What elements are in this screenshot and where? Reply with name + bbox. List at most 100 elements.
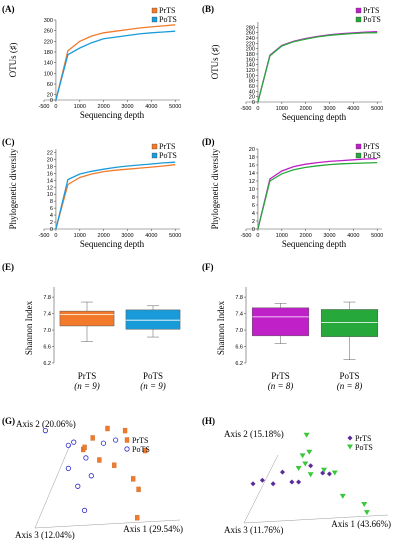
- axis1-label: Axis 1 (43.66%): [331, 519, 391, 529]
- y-tick-label: 20: [249, 147, 255, 153]
- group-n-label: (n = 9): [74, 381, 100, 391]
- point-pots: [113, 437, 119, 443]
- x-axis-label: Sequencing depth: [80, 110, 145, 120]
- axis2-line: [243, 454, 279, 524]
- legend-label-pots: PoTS: [159, 15, 177, 24]
- y-tick-label: 180: [246, 52, 255, 58]
- y-tick-label: 20: [47, 93, 53, 99]
- x-tick-label: 4000: [145, 104, 157, 110]
- panel-label: (E): [2, 262, 14, 272]
- point-pots: [65, 442, 71, 448]
- legend-label-prts: PrTS: [363, 6, 379, 15]
- panel-label: (H): [202, 416, 215, 426]
- point-pots: [81, 507, 88, 513]
- y-axis-label: OTUs (♯): [210, 45, 220, 80]
- series-line-pots: [257, 161, 378, 230]
- y-tick-label: 200: [246, 47, 255, 53]
- point-pots: [339, 493, 346, 499]
- x-tick-label: 5000: [169, 233, 181, 239]
- x-tick-label: 1000: [74, 104, 86, 110]
- point-pots: [100, 440, 107, 446]
- legend-label-prts: PrTS: [355, 434, 371, 443]
- y-tick-label: 100: [246, 73, 255, 79]
- legend-swatch-prts: [151, 7, 158, 14]
- y-tick-label: 8: [50, 199, 53, 205]
- y-tick-label: 160: [246, 57, 255, 63]
- point-prts: [289, 479, 295, 485]
- point-prts: [250, 481, 256, 487]
- axis2-line: [34, 444, 71, 529]
- point-prts: [135, 515, 140, 521]
- group-n-label: (n = 9): [140, 381, 166, 391]
- x-tick-label: 4000: [145, 233, 157, 239]
- x-tick-label: 1000: [74, 233, 86, 239]
- x-tick-label: 2000: [300, 233, 312, 239]
- point-pots: [295, 466, 302, 471]
- x-tick-label: 0: [54, 104, 57, 110]
- x-tick-label: 3000: [323, 233, 335, 239]
- y-tick-label: 180: [44, 50, 53, 56]
- point-pots: [306, 449, 313, 455]
- series-line-prts: [257, 30, 378, 103]
- x-tick-label: 0: [54, 233, 57, 239]
- series-line-pots: [55, 30, 176, 101]
- legend-marker-pots: [124, 446, 130, 452]
- y-tick-label: 220: [44, 39, 53, 45]
- x-tick-label: -500: [240, 233, 251, 239]
- y-tick-label: 80: [249, 79, 255, 85]
- y-tick-label: 6.6: [235, 345, 243, 351]
- point-prts: [308, 463, 314, 469]
- point-pots: [363, 510, 370, 516]
- y-tick-label: 6: [252, 203, 255, 209]
- y-tick-label: 10: [249, 187, 255, 193]
- x-tick-label: 3000: [323, 106, 335, 112]
- y-tick-label: 260: [246, 31, 255, 37]
- x-tick-label: 1000: [276, 233, 288, 239]
- point-pots: [75, 483, 81, 489]
- x-tick-label: 2000: [98, 233, 110, 239]
- point-prts: [136, 486, 141, 493]
- box-pots: [320, 309, 379, 337]
- y-axis-label: Phylogenetic diversity: [210, 148, 220, 229]
- panel-g: (G) Axis 1 (29.54%) Axis 2 (20.06%) Axis 3 …: [2, 416, 183, 540]
- series-line-prts: [55, 164, 176, 230]
- point-prts: [97, 457, 102, 463]
- x-tick-label: 1000: [276, 106, 288, 112]
- axis1-label: Axis 1 (29.54%): [123, 524, 183, 534]
- axis2-label: Axis 2 (20.06%): [16, 419, 76, 429]
- y-tick-label: 2: [252, 219, 255, 225]
- x-tick-label: 5000: [371, 106, 383, 112]
- y-axis-label: OTUs (♯): [8, 43, 18, 78]
- point-prts: [105, 425, 110, 432]
- point-prts: [296, 479, 302, 485]
- point-pots: [88, 473, 94, 479]
- axis1-line: [243, 514, 389, 524]
- y-tick-label: 7.4: [235, 312, 243, 318]
- point-prts: [90, 435, 95, 441]
- point-pots: [65, 465, 71, 471]
- panel-a: (A)-500 0 1000 2000 3000 4000 5000020601001401…: [2, 4, 181, 120]
- legend-label-pots: PoTS: [355, 443, 373, 452]
- y-tick-label: 7.8: [43, 295, 51, 301]
- box-prts: [251, 307, 310, 337]
- y-tick-label: 60: [249, 84, 255, 90]
- y-tick-label: 22: [47, 150, 53, 156]
- point-pots: [71, 439, 77, 445]
- legend-swatch-pots: [355, 152, 362, 159]
- legend-label-prts: PrTS: [363, 142, 379, 151]
- panel-label: (B): [202, 4, 214, 14]
- y-tick-label: 0: [252, 100, 255, 106]
- y-tick-label: 20: [47, 157, 53, 163]
- y-tick-label: 260: [44, 29, 53, 35]
- y-axis-label: Shannon Index: [216, 300, 226, 355]
- group-label: PoTS: [339, 371, 359, 381]
- legend-label-prts: PrTS: [159, 142, 175, 151]
- y-tick-label: 16: [249, 163, 255, 169]
- y-tick-label: 18: [47, 164, 53, 170]
- axis3-label: Axis 3 (12.04%): [15, 530, 75, 540]
- x-tick-label: 4000: [347, 106, 359, 112]
- panel-label: (A): [2, 4, 15, 14]
- y-tick-label: 14: [47, 178, 53, 184]
- panel-c: (C)-500 0 1000 2000 3000 4000 5000024681012141…: [2, 137, 181, 249]
